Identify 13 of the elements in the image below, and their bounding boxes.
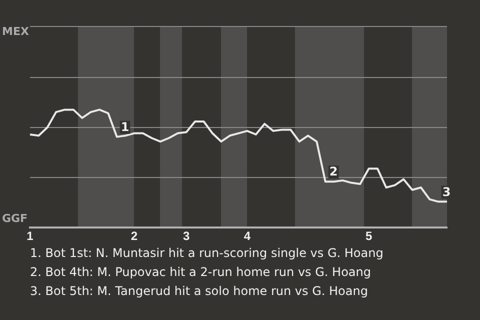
annotation: 1 bbox=[120, 120, 130, 134]
text: MEX bbox=[2, 25, 29, 38]
x-tick-label: 5 bbox=[365, 229, 372, 244]
x-tick-label: 3 bbox=[183, 229, 190, 244]
annotation: 3 bbox=[442, 184, 451, 199]
text: 3. Bot 5th: M. Tangerud hit a solo home run vs G. Hoang bbox=[30, 283, 369, 300]
x-tick-label: 2 bbox=[130, 229, 138, 244]
text: GGF bbox=[2, 212, 28, 225]
x-tick-label: 1 bbox=[26, 229, 34, 244]
text: 1. Bot 1st: N. Muntasir hit a run-scoring single vs G. Hoang bbox=[30, 245, 384, 262]
annotation: 2 bbox=[329, 164, 338, 179]
text: 2. Bot 4th: M. Pupovac hit a 2-run home run vs G. Hoang bbox=[30, 264, 372, 281]
x-tick-label: 4 bbox=[244, 229, 251, 244]
